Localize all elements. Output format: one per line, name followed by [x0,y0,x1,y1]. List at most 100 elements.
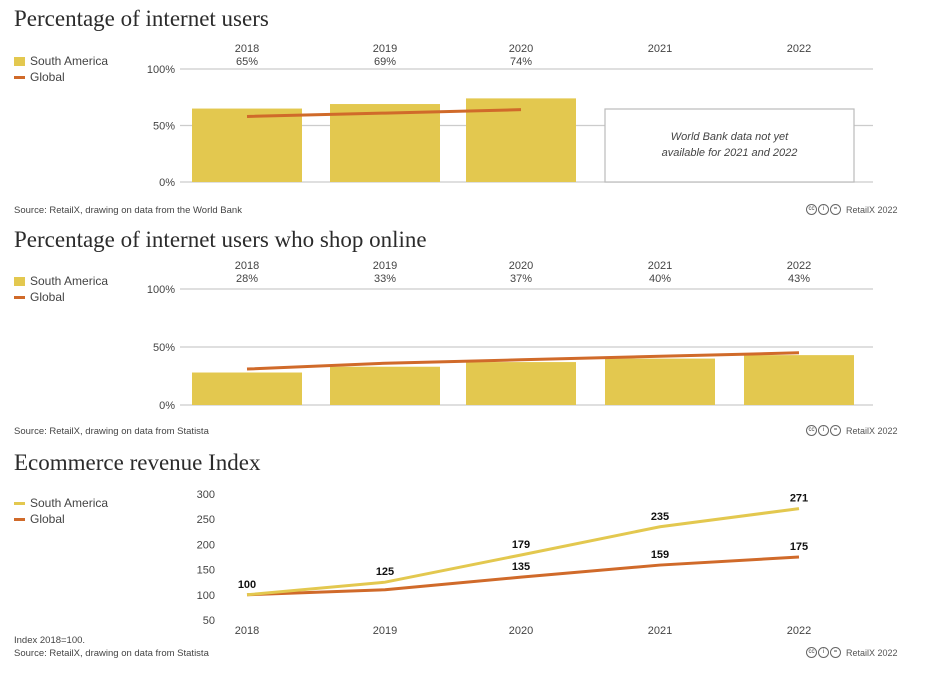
chart1-source: Source: RetailX, drawing on data from th… [14,205,242,216]
chart1-legend: South America Global [14,53,108,85]
y-tick-label: 0% [159,400,175,412]
chart2-source: Source: RetailX, drawing on data from St… [14,426,209,437]
license-badge: cc i = RetailX 2022 [806,204,898,215]
x-category-label: 2019 [373,43,397,55]
chart3-source: Source: RetailX, drawing on data from St… [14,648,209,659]
x-category-label: 2022 [787,260,811,272]
x-category-label: 2020 [509,43,533,55]
legend-swatch-global [14,517,25,521]
x-category-label: 2018 [235,625,259,637]
y-tick-label: 300 [197,489,215,501]
x-category-label: 2021 [648,43,672,55]
credit-text: RetailX 2022 [846,647,898,658]
value-label: 33% [374,273,396,285]
data-label: 175 [790,541,808,553]
x-category-label: 2022 [787,625,811,637]
data-label: 271 [790,493,808,505]
legend-label: South America [30,274,109,288]
y-tick-label: 200 [197,539,215,551]
no-data-note: available for 2021 and 2022 [662,147,798,159]
bar-south-america [466,98,576,182]
y-tick-label: 50% [153,121,175,133]
no-data-note: World Bank data not yet [671,131,789,143]
x-category-label: 2018 [235,260,259,272]
chart3-title: Ecommerce revenue Index [14,450,261,475]
data-label: 135 [512,561,530,573]
y-tick-label: 0% [159,177,175,189]
y-tick-label: 250 [197,514,215,526]
legend-label: Global [30,512,65,526]
bar-south-america [466,362,576,405]
data-label: 159 [651,549,669,561]
value-label: 69% [374,56,396,68]
legend-label: South America [30,496,109,510]
x-category-label: 2021 [648,260,672,272]
chart2-title: Percentage of internet users who shop on… [14,227,427,252]
line-global [246,555,800,597]
value-label: 65% [236,56,258,68]
attribution-icon: i [818,204,829,215]
bar-south-america [744,355,854,405]
legend-item-south-america: South America [14,53,108,69]
line-global [246,108,522,118]
line-south-america [246,507,800,597]
bar-south-america [330,366,440,405]
value-label: 74% [510,56,532,68]
legend-swatch-global [14,295,25,299]
legend-label: Global [30,70,65,84]
credit-text: RetailX 2022 [846,204,898,215]
y-tick-label: 100% [147,284,175,296]
legend-label: South America [30,54,109,68]
no-derivatives-icon: = [830,425,841,436]
attribution-icon: i [818,647,829,658]
bar-south-america [330,104,440,182]
y-tick-label: 100 [197,590,215,602]
value-label: 28% [236,273,258,285]
legend-swatch-south-america [14,56,25,66]
x-category-label: 2021 [648,625,672,637]
legend-item-global: Global [14,69,108,85]
data-label: 125 [376,566,394,578]
y-tick-label: 100% [147,64,175,76]
x-category-label: 2019 [373,260,397,272]
chart3-plot: 50 100 150 200 250 300 2018 2019 2020 2021 2022 100… [197,489,812,637]
legend-item-global: Global [14,289,108,305]
attribution-icon: i [818,425,829,436]
credit-text: RetailX 2022 [846,425,898,436]
chart3-legend: South America Global [14,495,108,527]
cc-icon: cc [806,425,817,436]
legend-item-south-america: South America [14,273,108,289]
data-label: 100 [238,579,256,591]
cc-icon: cc [806,647,817,658]
chart3-footnote: Index 2018=100. [14,635,86,646]
no-derivatives-icon: = [830,647,841,658]
y-tick-label: 150 [197,565,215,577]
legend-item-south-america: South America [14,495,108,511]
license-badge: cc i = RetailX 2022 [806,425,898,436]
x-category-label: 2020 [509,260,533,272]
x-category-label: 2020 [509,625,533,637]
y-tick-label: 50 [203,615,215,627]
legend-label: Global [30,290,65,304]
chart1-title: Percentage of internet users [14,6,269,31]
value-label: 37% [510,273,532,285]
legend-swatch-global [14,75,25,79]
data-label: 179 [512,539,530,551]
license-badge: cc i = RetailX 2022 [806,647,898,658]
cc-icon: cc [806,204,817,215]
bar-south-america [192,372,302,405]
line-global [246,351,800,371]
y-tick-label: 50% [153,342,175,354]
bar-south-america [605,358,715,405]
no-data-box [604,108,855,183]
data-label: 235 [651,511,669,523]
value-label: 43% [788,273,810,285]
x-category-label: 2018 [235,43,259,55]
no-derivatives-icon: = [830,204,841,215]
x-category-label: 2019 [373,625,397,637]
legend-swatch-south-america [14,501,25,505]
legend-item-global: Global [14,511,108,527]
x-category-label: 2022 [787,43,811,55]
bar-south-america [192,108,302,182]
